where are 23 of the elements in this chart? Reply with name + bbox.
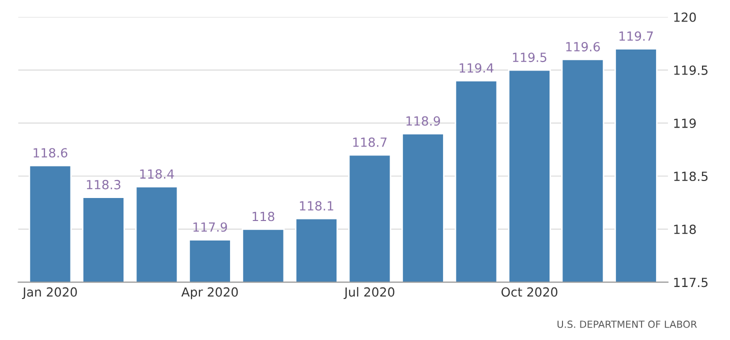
data-label: 118.9 (406, 116, 440, 126)
y-tick-label: 119.5 (674, 66, 708, 75)
data-label: 119.6 (566, 42, 600, 52)
y-tick-label: 118 (674, 224, 696, 234)
data-label: 119.7 (619, 31, 653, 41)
y-tick-label: 119 (674, 118, 696, 128)
x-tick-label: Jul 2020 (344, 287, 394, 300)
text: U.S. DEPARTMENT OF LABOR (558, 320, 697, 328)
data-label: 118.6 (34, 148, 68, 158)
data-label: 118.3 (86, 180, 120, 190)
data-label: 118.7 (353, 137, 387, 147)
data-label: 118.1 (300, 201, 334, 211)
data-label: 119.4 (460, 63, 494, 73)
data-label: 119.5 (512, 52, 546, 62)
y-tick-label: 120 (674, 12, 696, 22)
data-label: 117.9 (193, 222, 227, 232)
data-label: 118 (252, 212, 274, 222)
y-tick-label: 118.5 (674, 172, 708, 182)
data-label: 118.4 (140, 169, 174, 179)
x-tick-label: Apr 2020 (181, 287, 238, 300)
x-tick-label: Oct 2020 (501, 287, 558, 297)
y-tick-label: 117.5 (674, 278, 708, 288)
x-tick-label: Jan 2020 (22, 287, 77, 300)
